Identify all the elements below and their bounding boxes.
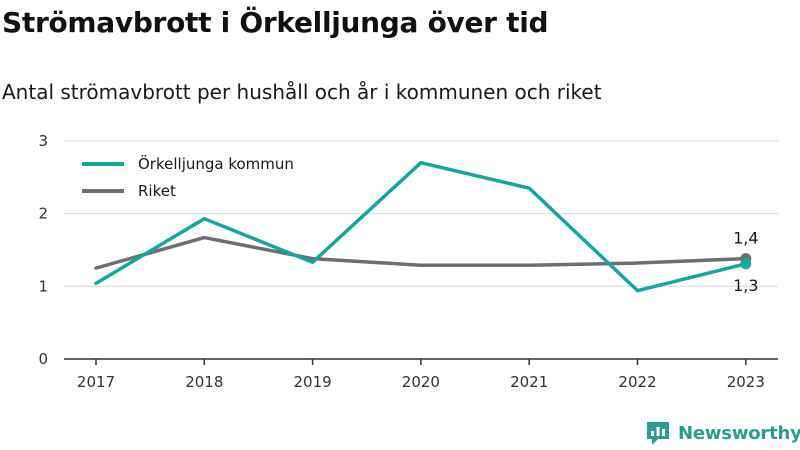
legend-label: Örkelljunga kommun [138, 154, 294, 173]
legend: Örkelljunga kommun Riket [82, 154, 294, 200]
y-tick-label: 0 [38, 350, 48, 368]
y-tick-label: 3 [38, 132, 48, 150]
newsworthy-logo-text: Newsworthy [678, 422, 800, 444]
x-tick-label: 2020 [402, 373, 440, 391]
series-line-riket [94, 235, 748, 270]
chart-title: Strömavbrott i Örkelljunga över tid [2, 6, 549, 39]
grid: 0 1 2 3 [38, 132, 778, 368]
x-tick-label: 2023 [727, 373, 765, 391]
legend-label: Riket [138, 182, 176, 200]
y-tick-label: 1 [38, 277, 48, 295]
data-label-orkelljunga: 1,3 [733, 276, 758, 295]
end-point-orkelljunga [740, 258, 752, 270]
x-tick-label: 2018 [185, 373, 223, 391]
end-labels: 1,4 1,3 [733, 229, 758, 295]
series-line-orkelljunga [94, 160, 748, 293]
x-axis: 2017 2018 2019 2020 2021 2022 2023 [64, 358, 778, 391]
x-tick-label: 2017 [77, 373, 115, 391]
series-lines [94, 160, 752, 293]
x-tick-label: 2019 [294, 373, 332, 391]
chart-subtitle: Antal strömavbrott per hushåll och år i … [2, 80, 602, 104]
x-tick-label: 2021 [510, 373, 548, 391]
newsworthy-logo-icon [647, 422, 669, 445]
newsworthy-logo: Newsworthy [645, 420, 800, 446]
x-tick-label: 2022 [618, 373, 656, 391]
data-label-riket: 1,4 [733, 229, 758, 248]
y-tick-label: 2 [38, 205, 48, 223]
